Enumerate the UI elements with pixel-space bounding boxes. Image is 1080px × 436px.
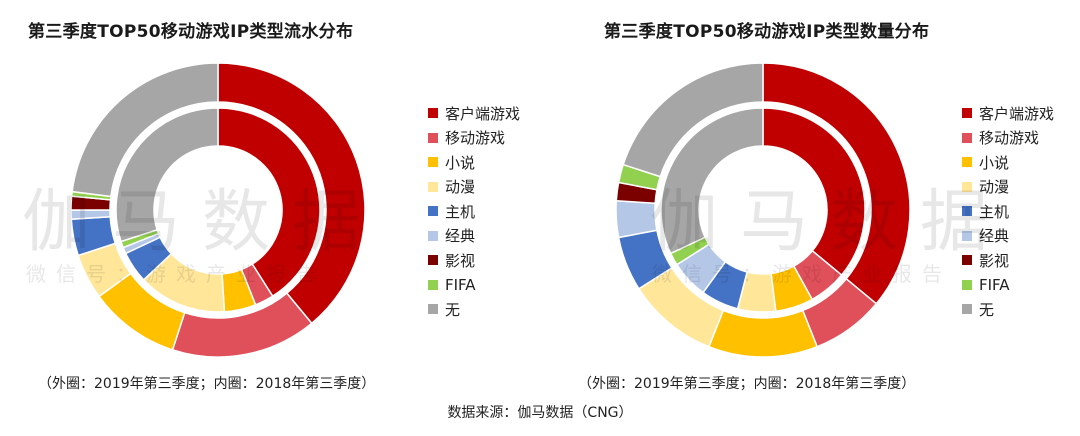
- legend-item: 小说: [962, 150, 1054, 175]
- legend-swatch: [428, 304, 438, 315]
- inner-ring-slice: [115, 107, 219, 243]
- legend-label: 移动游戏: [445, 129, 506, 148]
- legend-swatch: [962, 230, 972, 241]
- legend-label: 主机: [445, 202, 476, 221]
- legend-swatch: [428, 181, 438, 192]
- legend-label: 经典: [445, 227, 476, 246]
- legend-label: 客户端游戏: [979, 104, 1055, 123]
- legend-swatch: [962, 304, 972, 315]
- legend-swatch: [428, 132, 438, 143]
- donut-chart-count: [615, 62, 911, 358]
- legend-swatch: [428, 206, 438, 217]
- legend-item: 移动游戏: [428, 126, 520, 151]
- outer-ring-slice: [707, 309, 819, 358]
- legend-label: 小说: [445, 153, 476, 172]
- legend-item: 主机: [962, 199, 1054, 224]
- legend-swatch: [428, 255, 438, 266]
- chart-title: 第三季度TOP50移动游戏IP类型数量分布: [604, 22, 930, 42]
- legend-swatch: [962, 279, 972, 290]
- outer-ring-slice: [71, 62, 219, 198]
- legend-item: 移动游戏: [962, 126, 1054, 151]
- legend-swatch: [962, 157, 972, 168]
- legend: 客户端游戏移动游戏小说动漫主机经典影视 FIFA 无: [428, 101, 520, 322]
- legend-item: 主机: [428, 199, 520, 224]
- legend-swatch: [962, 108, 972, 119]
- legend-label: 影视: [445, 251, 476, 270]
- chart-panel-revenue: 第三季度TOP50移动游戏IP类型流水分布 客户端游戏移动游戏小说动漫主机经典影…: [0, 0, 540, 400]
- legend-label: 经典: [979, 227, 1010, 246]
- outer-ring-slice: [615, 199, 658, 239]
- legend-item: FIFA: [962, 273, 1054, 298]
- legend-item: 动漫: [962, 175, 1054, 200]
- ring-note: （外圈：2019年第三季度；内圈：2018年第三季度）: [38, 376, 376, 392]
- inner-ring-slice: [660, 107, 764, 255]
- inner-ring-slice: [217, 107, 321, 298]
- outer-ring-slice: [217, 62, 366, 325]
- legend-item: 小说: [428, 150, 520, 175]
- legend-swatch: [428, 157, 438, 168]
- legend-label: 主机: [979, 202, 1010, 221]
- legend-label: 影视: [979, 251, 1010, 270]
- legend-label: FIFA: [445, 275, 476, 294]
- legend-item: 无: [962, 297, 1054, 322]
- legend-label: 无: [445, 300, 461, 319]
- legend-item: 动漫: [428, 175, 520, 200]
- legend-swatch: [428, 108, 438, 119]
- legend-item: 无: [428, 297, 520, 322]
- legend-item: 影视: [962, 248, 1054, 273]
- outer-ring-slice: [70, 209, 112, 221]
- legend-swatch: [428, 279, 438, 290]
- outer-ring-slice: [622, 62, 764, 178]
- legend-swatch: [962, 206, 972, 217]
- legend-item: 客户端游戏: [428, 101, 520, 126]
- legend-label: 动漫: [979, 178, 1010, 197]
- legend-item: FIFA: [428, 273, 520, 298]
- ring-note: （外圈：2019年第三季度；内圈：2018年第三季度）: [578, 376, 916, 392]
- legend-item: 经典: [428, 224, 520, 249]
- legend-item: 经典: [962, 224, 1054, 249]
- legend-label: FIFA: [979, 275, 1010, 294]
- legend-swatch: [962, 132, 972, 143]
- legend-swatch: [962, 255, 972, 266]
- legend-item: 影视: [428, 248, 520, 273]
- legend-label: 移动游戏: [979, 129, 1040, 148]
- legend-swatch: [428, 230, 438, 241]
- data-source: 数据来源：伽马数据（CNG）: [447, 405, 633, 421]
- legend-label: 小说: [979, 153, 1010, 172]
- donut-chart-revenue: [70, 62, 366, 358]
- legend-item: 客户端游戏: [962, 101, 1054, 126]
- inner-ring-slice: [762, 107, 866, 277]
- legend-swatch: [962, 181, 972, 192]
- legend: 客户端游戏移动游戏小说动漫主机经典影视 FIFA 无: [962, 101, 1054, 322]
- legend-label: 客户端游戏: [445, 104, 521, 123]
- chart-panel-count: 第三季度TOP50移动游戏IP类型数量分布 客户端游戏移动游戏小说动漫主机经典影…: [540, 0, 1080, 400]
- chart-title: 第三季度TOP50移动游戏IP类型流水分布: [28, 22, 354, 42]
- legend-label: 无: [979, 300, 995, 319]
- legend-label: 动漫: [445, 178, 476, 197]
